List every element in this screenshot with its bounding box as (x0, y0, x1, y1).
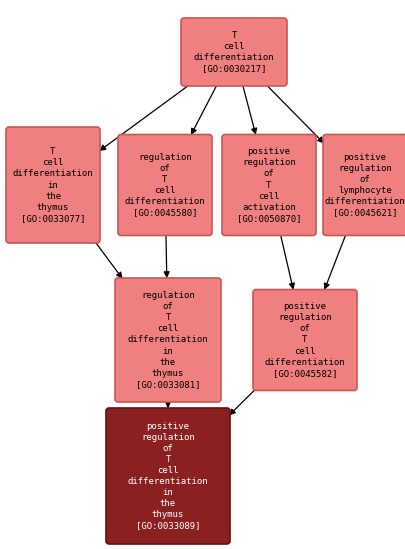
Text: positive
regulation
of
T
cell
activation
[GO:0050870]: positive regulation of T cell activation… (237, 147, 301, 223)
Text: positive
regulation
of
T
cell
differentiation
[GO:0045582]: positive regulation of T cell differenti… (265, 302, 345, 378)
FancyBboxPatch shape (115, 278, 221, 402)
Text: positive
regulation
of
lymphocyte
differentiation
[GO:0045621]: positive regulation of lymphocyte differ… (325, 153, 405, 217)
Text: regulation
of
T
cell
differentiation
in
the
thymus
[GO:0033081]: regulation of T cell differentiation in … (128, 291, 208, 389)
FancyBboxPatch shape (6, 127, 100, 243)
Text: T
cell
differentiation
in
the
thymus
[GO:0033077]: T cell differentiation in the thymus [GO… (13, 147, 93, 223)
Text: regulation
of
T
cell
differentiation
[GO:0045580]: regulation of T cell differentiation [GO… (125, 153, 205, 217)
FancyBboxPatch shape (253, 289, 357, 390)
FancyBboxPatch shape (222, 135, 316, 236)
Text: T
cell
differentiation
[GO:0030217]: T cell differentiation [GO:0030217] (194, 31, 274, 73)
Text: positive
regulation
of
T
cell
differentiation
in
the
thymus
[GO:0033089]: positive regulation of T cell differenti… (128, 422, 208, 530)
FancyBboxPatch shape (118, 135, 212, 236)
FancyBboxPatch shape (181, 18, 287, 86)
FancyBboxPatch shape (323, 135, 405, 236)
FancyBboxPatch shape (106, 408, 230, 544)
